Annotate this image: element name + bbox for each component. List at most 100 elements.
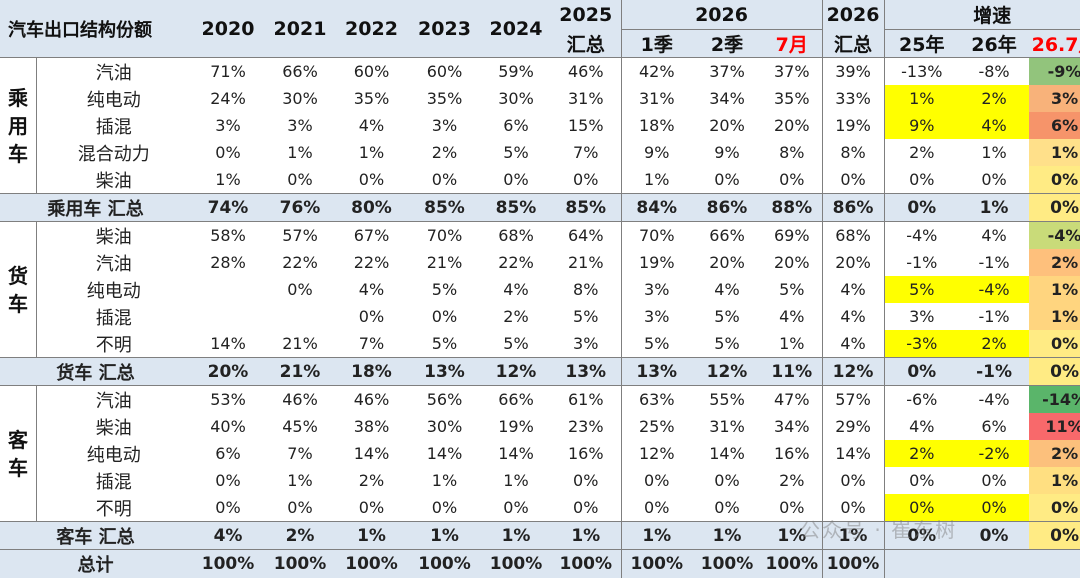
- value-cell: 0%: [551, 494, 621, 522]
- total-growth-g267: 0%: [1029, 358, 1080, 386]
- value-cell: 37%: [762, 58, 822, 86]
- growth-cell-g267: 0%: [1029, 330, 1080, 358]
- growth-cell-g26: 4%: [959, 222, 1029, 250]
- value-cell: 3%: [191, 112, 265, 139]
- value-cell: 14%: [692, 440, 762, 467]
- total-value-cell: 85%: [408, 194, 481, 222]
- value-cell: 1%: [265, 467, 335, 494]
- category-cell: 客车: [0, 386, 36, 522]
- growth-cell-g26: 6%: [959, 413, 1029, 440]
- value-cell: 0%: [822, 166, 884, 194]
- value-cell: 30%: [265, 85, 335, 112]
- value-cell: 20%: [692, 249, 762, 276]
- value-cell: 8%: [551, 276, 621, 303]
- value-cell: 5%: [762, 276, 822, 303]
- growth-cell-g25: 2%: [884, 139, 959, 166]
- value-cell: 0%: [481, 494, 551, 522]
- value-cell: 28%: [191, 249, 265, 276]
- value-cell: 2%: [335, 467, 408, 494]
- value-cell: 56%: [408, 386, 481, 414]
- total-growth-g25: 0%: [884, 194, 959, 222]
- total-value-cell: 88%: [762, 194, 822, 222]
- value-cell: 0%: [191, 494, 265, 522]
- total-value-cell: 1%: [335, 522, 408, 550]
- value-cell: 53%: [191, 386, 265, 414]
- value-cell: 60%: [335, 58, 408, 86]
- value-cell: 31%: [621, 85, 692, 112]
- growth-cell-g267: 2%: [1029, 249, 1080, 276]
- total-growth-g267: 0%: [1029, 194, 1080, 222]
- growth-cell-g267: 1%: [1029, 303, 1080, 330]
- value-cell: 4%: [822, 303, 884, 330]
- growth-cell-g26: -1%: [959, 303, 1029, 330]
- value-cell: 35%: [408, 85, 481, 112]
- row-label: 插混: [36, 467, 191, 494]
- value-cell: 22%: [265, 249, 335, 276]
- total-value-cell: 11%: [762, 358, 822, 386]
- value-cell: 69%: [762, 222, 822, 250]
- value-cell: 19%: [621, 249, 692, 276]
- value-cell: 5%: [408, 330, 481, 358]
- growth-cell-g25: -6%: [884, 386, 959, 414]
- row-label: 不明: [36, 494, 191, 522]
- value-cell: 0%: [762, 166, 822, 194]
- row-label: 混合动力: [36, 139, 191, 166]
- value-cell: 5%: [692, 330, 762, 358]
- value-cell: 14%: [335, 440, 408, 467]
- growth-cell-g267: 2%: [1029, 440, 1080, 467]
- value-cell: 67%: [335, 222, 408, 250]
- value-cell: 1%: [762, 330, 822, 358]
- row-label: 汽油: [36, 58, 191, 86]
- value-cell: 57%: [822, 386, 884, 414]
- growth-cell-g26: 4%: [959, 112, 1029, 139]
- growth-cell-g267: 0%: [1029, 494, 1080, 522]
- value-cell: 35%: [762, 85, 822, 112]
- value-cell: 2%: [762, 467, 822, 494]
- row-label: 不明: [36, 330, 191, 358]
- growth-cell-g267: -4%: [1029, 222, 1080, 250]
- value-cell: 6%: [481, 112, 551, 139]
- year-2024-header: 2024: [481, 0, 551, 58]
- growth-cell-g25: -3%: [884, 330, 959, 358]
- growth-cell-g26: 2%: [959, 330, 1029, 358]
- value-cell: 40%: [191, 413, 265, 440]
- value-cell: 1%: [335, 139, 408, 166]
- total-value-cell: 1%: [408, 522, 481, 550]
- value-cell: 31%: [551, 85, 621, 112]
- growth-cell-g25: 5%: [884, 276, 959, 303]
- value-cell: 34%: [692, 85, 762, 112]
- row-label: 插混: [36, 303, 191, 330]
- value-cell: [265, 303, 335, 330]
- value-cell: 14%: [191, 330, 265, 358]
- year-2021-header: 2021: [265, 0, 335, 58]
- year-2025-sub: 汇总: [551, 30, 621, 58]
- total-value-cell: 84%: [621, 194, 692, 222]
- value-cell: 3%: [621, 303, 692, 330]
- total-value-cell: 1%: [762, 522, 822, 550]
- value-cell: 14%: [408, 440, 481, 467]
- growth-cell-g267: -14%: [1029, 386, 1080, 414]
- row-label: 汽油: [36, 386, 191, 414]
- value-cell: 2%: [408, 139, 481, 166]
- growth-cell-g267: 1%: [1029, 139, 1080, 166]
- group-total-label: 货车 汇总: [0, 358, 191, 386]
- growth-cell-g26: 0%: [959, 494, 1029, 522]
- growth-cell-g26: -1%: [959, 249, 1029, 276]
- growth-cell-g267: 1%: [1029, 276, 1080, 303]
- value-cell: 0%: [621, 494, 692, 522]
- value-cell: 19%: [822, 112, 884, 139]
- growth-cell-g26: -2%: [959, 440, 1029, 467]
- value-cell: 4%: [822, 330, 884, 358]
- value-cell: 14%: [822, 440, 884, 467]
- value-cell: 31%: [692, 413, 762, 440]
- value-cell: 7%: [335, 330, 408, 358]
- value-cell: 0%: [551, 166, 621, 194]
- year-2026-sub: 汇总: [822, 30, 884, 58]
- growth-25-header: 25年: [884, 30, 959, 58]
- value-cell: 61%: [551, 386, 621, 414]
